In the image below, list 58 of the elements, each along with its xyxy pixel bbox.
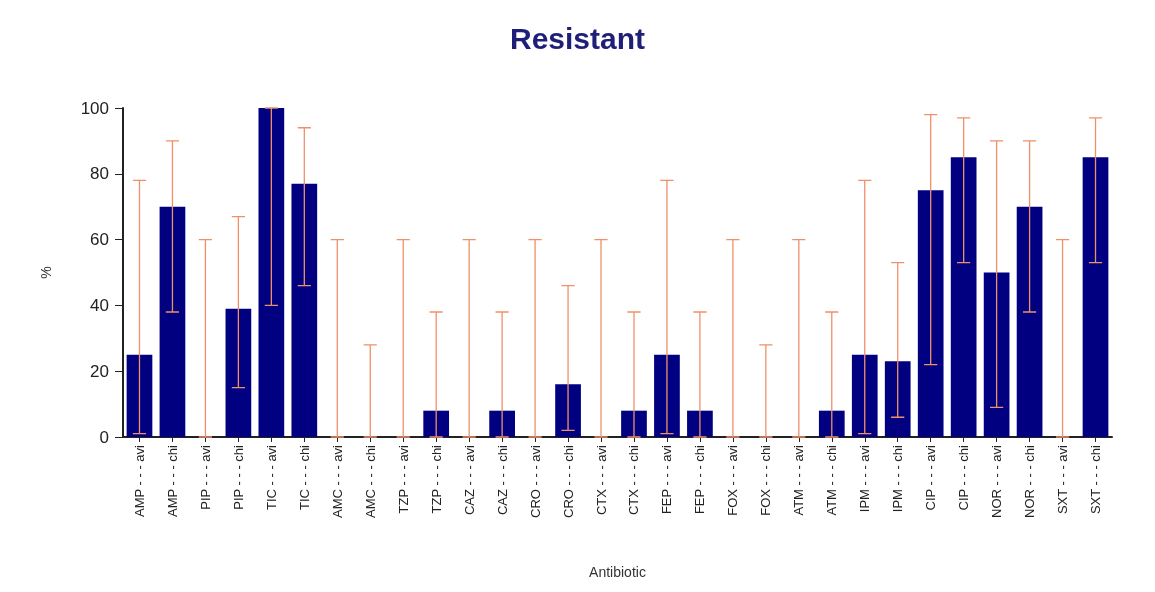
x-tick-label: SXT - - - avi [1055,444,1071,515]
bar [687,410,713,437]
bar [950,157,977,437]
y-axis-title: % [38,266,54,279]
bar [654,354,680,437]
bar [621,410,647,437]
bar [818,410,845,437]
x-tick-label: SXT - - - chi [1088,444,1104,515]
x-tick-label: CAZ - - - chi [494,444,510,516]
bar [917,190,944,437]
y-tick-label: 100 [80,98,109,118]
x-tick-label: NOR - - - avi [989,444,1005,518]
bar [1082,157,1109,437]
bar [225,308,252,437]
bar [126,354,153,437]
x-tick-label: CRO - - - avi [527,444,543,518]
bar [159,206,186,437]
x-tick-label: IPM - - - chi [890,444,906,513]
x-tick-label: ATM - - - avi [791,444,807,516]
bar [489,410,515,437]
x-tick-label: FEP - - - avi [659,444,675,515]
x-tick-label: CAZ - - - avi [461,444,477,516]
x-tick-label: TZP - - - chi [428,444,444,514]
x-tick-label: CIP - - - avi [923,444,939,511]
x-tick-label: PIP - - - avi [197,444,213,510]
x-tick-label: TIC - - - chi [296,444,312,510]
x-tick-label: CTX - - - avi [593,444,609,516]
bar [258,108,285,437]
x-tick-label: FEP - - - chi [692,444,708,515]
x-tick-label: CIP - - - chi [956,444,972,511]
x-tick-label: AMP - - - avi [131,444,147,517]
y-tick-label: 60 [90,230,109,250]
bar [555,384,581,437]
x-axis-title: Antibiotic [589,564,646,580]
chart-title: Resistant [509,21,646,55]
x-tick-label: TIC - - - avi [263,444,279,510]
bar [291,183,318,437]
bar [884,361,911,437]
x-tick-label: IPM - - - avi [857,444,873,513]
bar [423,410,450,437]
bar [983,272,1010,437]
x-tick-label: AMP - - - chi [164,444,180,517]
x-tick-label: NOR - - - chi [1022,444,1038,518]
x-tick-label: FOX - - - chi [758,444,774,516]
x-tick-label: AMC - - - avi [329,444,345,518]
x-tick-label: TZP - - - avi [395,444,411,514]
y-tick-label: 40 [90,295,109,315]
x-tick-label: PIP - - - chi [230,444,246,510]
bar [1016,206,1043,437]
x-tick-label: CTX - - - chi [626,444,642,516]
x-tick-label: FOX - - - avi [725,444,741,516]
bar [851,354,878,437]
x-tick-label: ATM - - - chi [824,444,840,516]
y-tick-label: 0 [99,427,109,447]
y-tick-label: 80 [90,164,109,184]
y-tick-label: 20 [90,361,109,381]
x-tick-label: CRO - - - chi [560,444,576,518]
x-tick-label: AMC - - - chi [362,444,378,518]
